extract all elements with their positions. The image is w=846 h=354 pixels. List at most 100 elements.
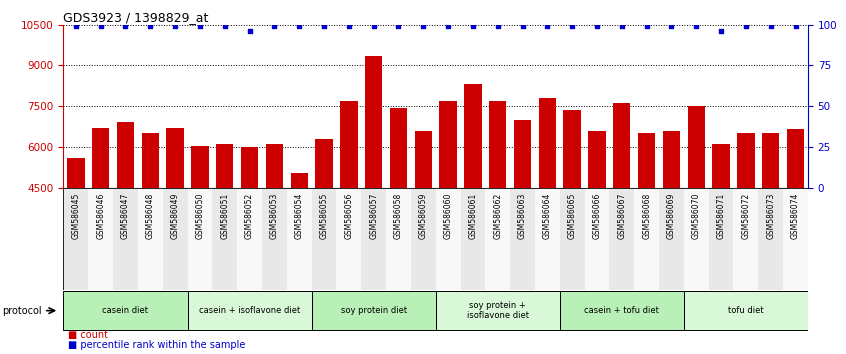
Bar bbox=[117, 122, 135, 310]
Bar bbox=[737, 133, 755, 310]
Text: GSM586055: GSM586055 bbox=[320, 193, 328, 239]
FancyBboxPatch shape bbox=[162, 188, 188, 290]
Text: casein + isoflavone diet: casein + isoflavone diet bbox=[199, 306, 300, 315]
Bar bbox=[316, 139, 332, 310]
Point bbox=[392, 24, 405, 29]
Point bbox=[541, 24, 554, 29]
Bar bbox=[613, 103, 630, 310]
FancyBboxPatch shape bbox=[138, 188, 162, 290]
Text: GSM586065: GSM586065 bbox=[568, 193, 577, 239]
Bar bbox=[216, 144, 233, 310]
FancyBboxPatch shape bbox=[311, 291, 436, 330]
Text: GSM586047: GSM586047 bbox=[121, 193, 130, 239]
Bar bbox=[167, 128, 184, 310]
Point bbox=[665, 24, 678, 29]
Text: GSM586056: GSM586056 bbox=[344, 193, 354, 239]
Bar bbox=[191, 145, 209, 310]
Text: GSM586046: GSM586046 bbox=[96, 193, 105, 239]
FancyBboxPatch shape bbox=[188, 188, 212, 290]
Text: GSM586061: GSM586061 bbox=[469, 193, 477, 239]
FancyBboxPatch shape bbox=[659, 188, 684, 290]
Text: GSM586052: GSM586052 bbox=[245, 193, 254, 239]
Text: GSM586059: GSM586059 bbox=[419, 193, 428, 239]
Bar bbox=[539, 98, 556, 310]
FancyBboxPatch shape bbox=[262, 188, 287, 290]
FancyBboxPatch shape bbox=[783, 188, 808, 290]
Text: protocol: protocol bbox=[2, 306, 41, 316]
Point bbox=[293, 24, 306, 29]
Bar bbox=[563, 110, 581, 310]
Point bbox=[144, 24, 157, 29]
FancyBboxPatch shape bbox=[361, 188, 386, 290]
Bar bbox=[266, 144, 283, 310]
FancyBboxPatch shape bbox=[510, 188, 535, 290]
Text: GSM586045: GSM586045 bbox=[71, 193, 80, 239]
Bar bbox=[514, 120, 531, 310]
Point bbox=[516, 24, 530, 29]
FancyBboxPatch shape bbox=[63, 291, 188, 330]
FancyBboxPatch shape bbox=[287, 188, 311, 290]
Point bbox=[218, 24, 232, 29]
FancyBboxPatch shape bbox=[634, 188, 659, 290]
Text: GSM586069: GSM586069 bbox=[667, 193, 676, 239]
Text: soy protein +
isoflavone diet: soy protein + isoflavone diet bbox=[467, 301, 529, 320]
FancyBboxPatch shape bbox=[411, 188, 436, 290]
Text: GSM586060: GSM586060 bbox=[443, 193, 453, 239]
Bar bbox=[290, 173, 308, 310]
Text: GSM586051: GSM586051 bbox=[220, 193, 229, 239]
Bar bbox=[415, 131, 432, 310]
Bar bbox=[638, 133, 656, 310]
FancyBboxPatch shape bbox=[535, 188, 560, 290]
Bar bbox=[787, 129, 805, 310]
Text: GSM586073: GSM586073 bbox=[766, 193, 775, 239]
Text: GSM586057: GSM586057 bbox=[369, 193, 378, 239]
Point bbox=[118, 24, 132, 29]
Point bbox=[69, 24, 83, 29]
Point bbox=[367, 24, 381, 29]
Point bbox=[591, 24, 604, 29]
Text: GSM586074: GSM586074 bbox=[791, 193, 800, 239]
Point bbox=[342, 24, 355, 29]
Point bbox=[267, 24, 281, 29]
Text: ■ percentile rank within the sample: ■ percentile rank within the sample bbox=[68, 340, 245, 350]
Point bbox=[714, 28, 728, 34]
Bar bbox=[141, 133, 159, 310]
Bar bbox=[662, 131, 680, 310]
Text: GSM586064: GSM586064 bbox=[543, 193, 552, 239]
FancyBboxPatch shape bbox=[113, 188, 138, 290]
FancyBboxPatch shape bbox=[733, 188, 758, 290]
Point bbox=[416, 24, 430, 29]
FancyBboxPatch shape bbox=[684, 291, 808, 330]
FancyBboxPatch shape bbox=[386, 188, 411, 290]
Bar bbox=[489, 101, 507, 310]
Point bbox=[442, 24, 455, 29]
FancyBboxPatch shape bbox=[709, 188, 733, 290]
FancyBboxPatch shape bbox=[460, 188, 486, 290]
Text: GSM586067: GSM586067 bbox=[618, 193, 626, 239]
FancyBboxPatch shape bbox=[63, 188, 88, 290]
Point bbox=[243, 28, 256, 34]
Text: GSM586054: GSM586054 bbox=[294, 193, 304, 239]
FancyBboxPatch shape bbox=[337, 188, 361, 290]
Bar bbox=[67, 158, 85, 310]
Text: casein diet: casein diet bbox=[102, 306, 149, 315]
Bar bbox=[588, 131, 606, 310]
FancyBboxPatch shape bbox=[436, 291, 560, 330]
FancyBboxPatch shape bbox=[560, 188, 585, 290]
Text: GSM586068: GSM586068 bbox=[642, 193, 651, 239]
Point bbox=[640, 24, 653, 29]
Text: GSM586070: GSM586070 bbox=[692, 193, 700, 239]
Text: soy protein diet: soy protein diet bbox=[341, 306, 407, 315]
Text: GSM586071: GSM586071 bbox=[717, 193, 726, 239]
Point bbox=[466, 24, 480, 29]
FancyBboxPatch shape bbox=[684, 188, 709, 290]
Bar bbox=[390, 108, 407, 310]
Text: GSM586058: GSM586058 bbox=[394, 193, 403, 239]
Bar bbox=[439, 101, 457, 310]
Text: GSM586050: GSM586050 bbox=[195, 193, 205, 239]
Point bbox=[491, 24, 504, 29]
Text: GSM586063: GSM586063 bbox=[518, 193, 527, 239]
Bar bbox=[762, 133, 779, 310]
Text: GDS3923 / 1398829_at: GDS3923 / 1398829_at bbox=[63, 11, 209, 24]
FancyBboxPatch shape bbox=[609, 188, 634, 290]
